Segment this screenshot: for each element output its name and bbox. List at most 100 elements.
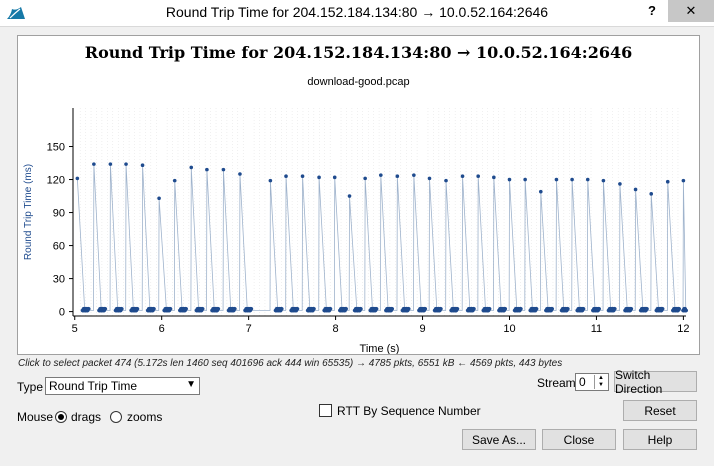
data-point [517, 306, 523, 311]
chart-subtitle: download-good.pcap [307, 76, 410, 88]
data-point [533, 306, 539, 311]
data-point-peak [618, 182, 622, 186]
data-point [311, 306, 316, 311]
rtt-series-line [76, 164, 687, 311]
window-help-button[interactable]: ? [648, 3, 656, 18]
graph-type-select[interactable]: Round Trip Time ▼ [45, 377, 200, 395]
data-point-peak [317, 175, 321, 180]
close-icon: ✕ [685, 3, 697, 18]
data-point [628, 306, 634, 311]
x-tick-label: 11 [591, 323, 602, 335]
data-point-peak [460, 174, 465, 179]
data-point [151, 306, 156, 311]
rtt-chart[interactable]: 0 30 60 90 120 150 5 6 7 8 9 10 11 12 Time (s) Round Tr… [18, 36, 699, 354]
y-tick-label: 150 [47, 142, 65, 154]
rtt-by-seq-label: RTT By Sequence Number [337, 404, 481, 418]
data-point [580, 306, 586, 311]
x-axis-label: Time (s) [360, 343, 400, 354]
window-title: Round Trip Time for 204.152.184.134:80 →… [165, 4, 549, 20]
data-point [167, 306, 173, 311]
data-point [564, 306, 570, 311]
data-point-peak [221, 167, 226, 172]
data-point [231, 306, 237, 311]
window-close-button[interactable]: ✕ [668, 0, 714, 22]
data-point-peak [476, 174, 480, 179]
spin-arrows-icon[interactable]: ▲ ▼ [594, 375, 607, 389]
chart-title: Round Trip Time for 204.152.184.134:80 →… [84, 43, 633, 62]
data-point [199, 306, 205, 311]
graph-type-value: Round Trip Time [49, 379, 138, 393]
data-point [676, 306, 682, 311]
x-tick-label: 8 [333, 323, 339, 335]
x-tick-label: 7 [246, 323, 252, 335]
title-bar: Round Trip Time for 204.152.184.134:80 →… [0, 0, 714, 27]
data-point [118, 306, 124, 311]
data-point [373, 306, 379, 311]
y-tick-label: 90 [53, 208, 65, 220]
data-point [134, 306, 140, 311]
data-point [389, 306, 395, 311]
save-as-button[interactable]: Save As... [462, 429, 536, 450]
help-button[interactable]: Help [623, 429, 697, 450]
data-point [422, 306, 428, 311]
data-point-peak [523, 177, 527, 182]
data-point-peak [538, 189, 543, 194]
status-hint: Click to select packet 474 (5.172s len 1… [18, 358, 563, 369]
data-point-peak [444, 178, 448, 183]
mouse-label: Mouse [17, 410, 54, 424]
data-point-peak [665, 179, 670, 184]
data-point [659, 306, 665, 311]
data-point [502, 306, 508, 311]
data-point [183, 306, 189, 311]
data-point-peak [507, 177, 512, 182]
data-point-peak [92, 162, 96, 166]
data-point [294, 306, 300, 311]
x-tick-label: 6 [159, 323, 165, 335]
data-point-peak [395, 174, 400, 179]
data-point-peak [75, 176, 80, 181]
data-point [278, 306, 284, 311]
data-point [596, 306, 602, 311]
data-point [102, 306, 108, 311]
data-point-peak [427, 176, 432, 181]
data-point [85, 306, 91, 311]
data-point-peak [492, 175, 496, 180]
x-tick-label: 12 [677, 323, 689, 335]
switch-direction-button[interactable]: Switch Direction [614, 368, 697, 396]
data-point-peak [332, 175, 337, 180]
drags-radio[interactable] [55, 411, 67, 423]
x-tick-label: 5 [72, 323, 78, 335]
data-point-peak [189, 165, 194, 170]
stream-label: Stream [537, 376, 576, 390]
data-point-peak [379, 173, 383, 177]
rtt-by-seq-checkbox[interactable] [319, 404, 332, 417]
data-point-peak [124, 162, 128, 166]
data-point [248, 306, 254, 311]
data-point-peak [284, 174, 288, 179]
data-point [405, 306, 411, 311]
drags-label: drags [71, 410, 102, 424]
data-point-peak [649, 192, 654, 196]
data-point-peak [238, 172, 242, 176]
data-point [644, 306, 649, 311]
y-tick-label: 30 [53, 274, 65, 286]
data-point [611, 306, 617, 311]
stream-spinbox[interactable]: 0 ▲ ▼ [575, 373, 609, 391]
close-button[interactable]: Close [542, 429, 616, 450]
data-point [454, 306, 460, 311]
data-point [437, 306, 443, 311]
wireshark-fin-icon [7, 7, 25, 19]
data-point-peak [681, 178, 686, 183]
data-point-peak [108, 162, 113, 166]
reset-button[interactable]: Reset [623, 400, 697, 421]
data-point [471, 306, 476, 311]
data-point [357, 306, 363, 311]
data-point [683, 308, 689, 313]
zooms-radio[interactable] [110, 411, 122, 423]
data-point [486, 306, 492, 311]
y-tick-label: 120 [47, 175, 65, 187]
data-point-peak [157, 196, 161, 201]
y-tick-label: 60 [53, 241, 65, 253]
data-point-peak [300, 174, 305, 179]
plot-area[interactable]: Round Trip Time for 204.152.184.134:80 →… [17, 35, 700, 355]
